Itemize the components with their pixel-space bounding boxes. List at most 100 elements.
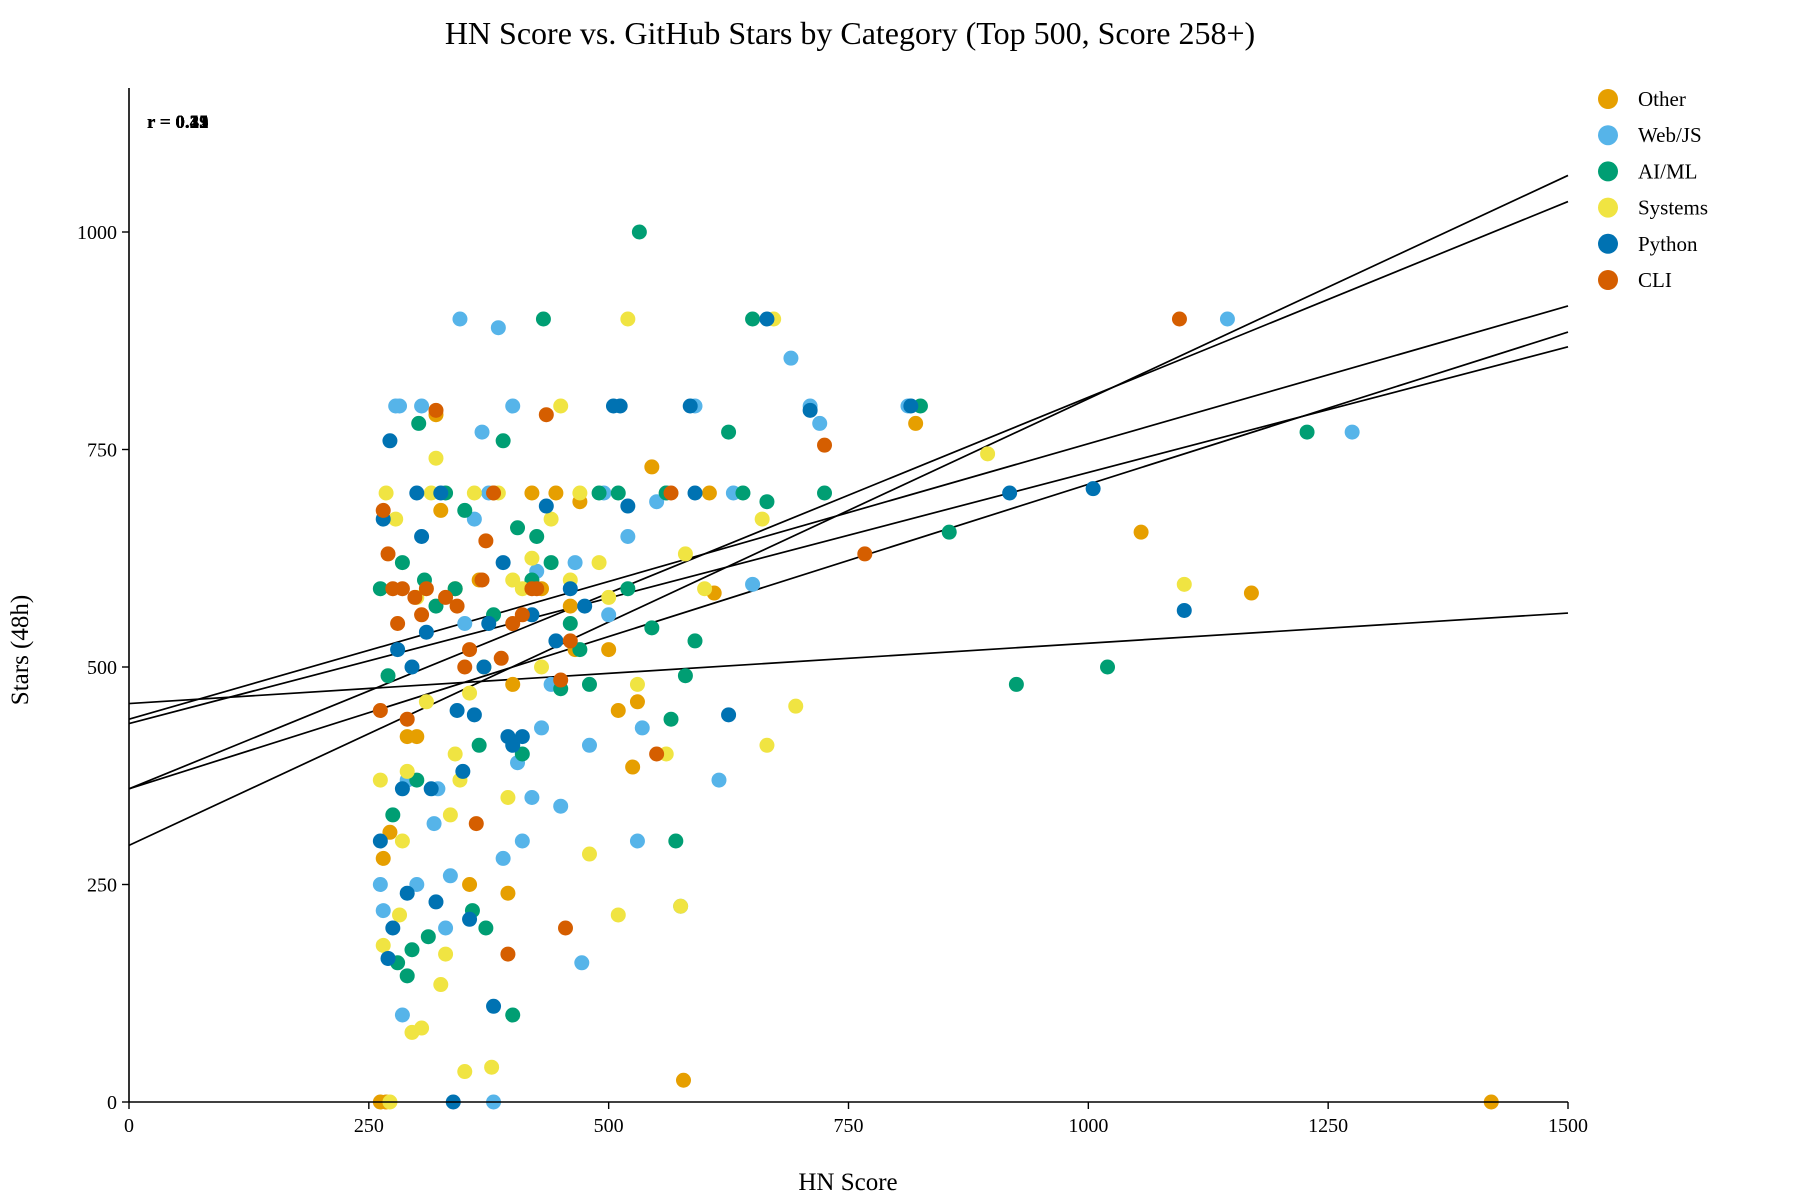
data-point [581, 737, 597, 753]
data-point [759, 311, 775, 327]
data-point [1171, 311, 1187, 327]
data-point [500, 790, 516, 805]
data-point [677, 546, 693, 562]
data-point [562, 633, 578, 649]
data-point [493, 650, 509, 666]
x-tick-label: 0 [124, 1115, 134, 1137]
data-point [394, 555, 410, 571]
data-point [414, 607, 430, 623]
legend-marker [1598, 161, 1618, 182]
legend-item-systems: Systems [1598, 196, 1708, 220]
data-point [375, 903, 391, 919]
data-point [385, 807, 401, 823]
y-tick-label: 750 [87, 440, 117, 462]
data-point [591, 555, 607, 571]
data-point [634, 720, 650, 736]
data-point [466, 511, 482, 527]
data-point [466, 707, 482, 723]
correlation-label: r = 0.12 [147, 112, 209, 133]
x-tick-label: 750 [834, 1115, 864, 1137]
series-cli [372, 311, 1187, 962]
data-point [394, 581, 410, 597]
data-point [394, 781, 410, 797]
data-point [745, 576, 761, 592]
data-point [649, 494, 665, 510]
data-point [433, 502, 449, 518]
data-point [466, 485, 482, 501]
data-point [629, 833, 645, 849]
data-point [612, 398, 628, 414]
data-point [500, 885, 516, 901]
data-point [817, 437, 833, 453]
data-point [514, 833, 530, 849]
legend-item-ai-ml: AI/ML [1598, 159, 1698, 183]
legend-label: Web/JS [1638, 123, 1702, 147]
data-point [409, 729, 425, 745]
data-point [372, 877, 388, 892]
data-point [478, 533, 494, 549]
data-point [524, 485, 540, 501]
data-point [471, 737, 487, 753]
data-point [447, 746, 463, 762]
data-point [447, 581, 463, 597]
trendline-web-js [128, 612, 1569, 705]
data-point [414, 1020, 430, 1036]
legend-marker [1598, 125, 1618, 146]
y-tick-label: 250 [87, 875, 117, 897]
data-point [543, 555, 559, 571]
data-point [390, 616, 406, 631]
data-point [553, 398, 569, 414]
data-point [418, 624, 434, 640]
legend-item-cli: CLI [1598, 268, 1672, 292]
data-point [687, 485, 703, 501]
data-point [375, 502, 391, 518]
data-point [538, 407, 554, 423]
legend-marker [1598, 270, 1618, 290]
legend-marker [1598, 89, 1618, 109]
trendline-other [128, 305, 1569, 721]
data-point [407, 589, 423, 605]
trendline-systems [128, 174, 1569, 847]
data-point [572, 642, 588, 658]
data-point [428, 450, 444, 466]
data-point [697, 581, 713, 597]
data-point [857, 546, 873, 562]
data-point [433, 485, 449, 501]
data-point [476, 659, 492, 675]
data-point [414, 529, 430, 544]
data-point [394, 1007, 410, 1023]
data-point [449, 598, 465, 614]
data-point [433, 977, 449, 993]
data-point [529, 529, 545, 544]
data-point [457, 502, 473, 518]
data-point [735, 485, 751, 501]
data-point [468, 816, 484, 832]
data-point [553, 798, 569, 814]
data-point [449, 703, 465, 718]
x-tick-label: 1250 [1308, 1115, 1348, 1137]
data-point [538, 498, 554, 514]
trendline-cli [128, 346, 1569, 725]
y-tick-label: 500 [87, 657, 117, 679]
data-point [668, 833, 684, 849]
data-point [462, 642, 478, 658]
legend-marker [1598, 197, 1618, 218]
legend-item-python: Python [1598, 232, 1698, 256]
data-point [426, 816, 442, 832]
data-point [577, 598, 593, 614]
trendline-ai-ml [128, 200, 1569, 790]
x-tick-label: 1000 [1068, 1115, 1108, 1137]
data-point [567, 555, 583, 571]
data-point [601, 607, 617, 623]
data-point [474, 424, 490, 440]
data-point [572, 485, 588, 501]
data-point [543, 511, 559, 527]
data-point [505, 616, 521, 631]
x-axis-label: HN Score [798, 1169, 897, 1196]
data-point [625, 759, 641, 775]
data-point [375, 850, 391, 866]
data-point [677, 668, 693, 684]
correlation-label: r = 0.45 [147, 112, 209, 133]
data-point [372, 581, 388, 597]
